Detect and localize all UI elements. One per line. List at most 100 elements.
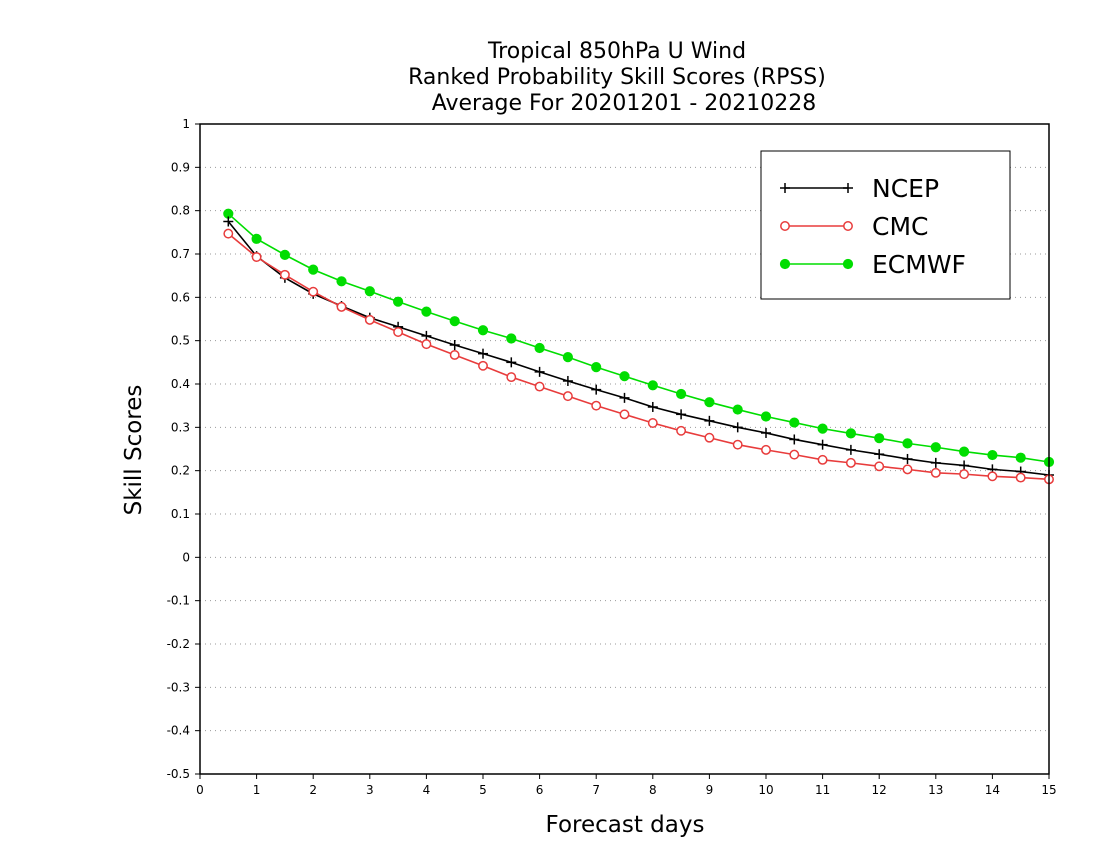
y-tick-label: 0.4 bbox=[171, 377, 190, 391]
data-point-cmc bbox=[647, 418, 658, 428]
y-axis-label: Skill Scores bbox=[121, 385, 147, 516]
y-tick-label: -0.1 bbox=[167, 594, 190, 608]
data-point-ncep bbox=[534, 366, 545, 377]
x-tick-label: 11 bbox=[815, 783, 830, 797]
data-point-ecmwf bbox=[676, 388, 687, 400]
y-tick-label: 0.3 bbox=[171, 420, 190, 434]
y-tick-label: 0.9 bbox=[171, 160, 190, 174]
data-point-cmc bbox=[364, 314, 375, 325]
data-point-cmc bbox=[506, 372, 517, 383]
data-point-ncep bbox=[478, 348, 488, 359]
data-point-ncep bbox=[732, 422, 743, 433]
data-point-ecmwf bbox=[534, 342, 545, 354]
data-point-cmc bbox=[251, 252, 262, 262]
x-tick-label: 5 bbox=[479, 783, 487, 797]
data-point-ecmwf bbox=[902, 438, 913, 449]
x-tick-label: 8 bbox=[649, 783, 657, 797]
data-point-ecmwf bbox=[959, 446, 970, 457]
x-tick-label: 10 bbox=[758, 783, 773, 797]
data-point-ncep bbox=[449, 340, 460, 350]
data-point-cmc bbox=[591, 400, 602, 411]
y-axis-ticks: -0.5 -0.4 -0.3 -0.2 -0.1 0 0.1 0.2 0.3 0.4 0.5 0.6 0… bbox=[167, 117, 200, 781]
data-point-cmc bbox=[223, 228, 234, 239]
data-point-ncep bbox=[761, 427, 771, 438]
data-point-ncep bbox=[591, 384, 602, 395]
data-point-ncep bbox=[817, 439, 828, 450]
legend-item-cmc: CMC bbox=[780, 212, 928, 241]
x-tick-label: 12 bbox=[872, 783, 887, 797]
legend-marker-ncep bbox=[780, 183, 790, 193]
data-point-ecmwf bbox=[364, 286, 375, 297]
data-point-cmc bbox=[732, 439, 743, 450]
data-point-cmc bbox=[845, 457, 856, 468]
legend-item-ncep: NCEP bbox=[780, 174, 939, 203]
y-tick-label: 0 bbox=[182, 550, 190, 564]
series-cmc bbox=[223, 228, 1054, 485]
data-point-ncep bbox=[704, 415, 715, 426]
legend-label-ecmwf: ECMWF bbox=[872, 250, 966, 279]
data-point-cmc bbox=[704, 432, 715, 443]
data-point-cmc bbox=[902, 464, 913, 475]
data-point-ncep bbox=[506, 357, 517, 368]
legend-marker-cmc bbox=[780, 221, 790, 231]
data-point-cmc bbox=[478, 360, 488, 371]
data-point-cmc bbox=[874, 461, 885, 472]
title-line-2: Ranked Probability Skill Scores (RPSS) bbox=[408, 65, 826, 90]
data-point-cmc bbox=[619, 409, 630, 420]
data-point-cmc bbox=[930, 467, 941, 478]
data-point-ecmwf bbox=[449, 316, 460, 327]
data-point-ncep bbox=[789, 434, 800, 445]
legend-marker-ecmwf bbox=[842, 258, 854, 270]
data-point-ecmwf bbox=[421, 306, 432, 317]
legend-label-ncep: NCEP bbox=[872, 174, 939, 203]
data-point-ncep bbox=[874, 449, 885, 460]
y-tick-label: -0.3 bbox=[167, 680, 190, 694]
series-layer bbox=[223, 208, 1055, 485]
data-point-cmc bbox=[987, 471, 998, 482]
data-point-ecmwf bbox=[251, 233, 262, 244]
data-point-ecmwf bbox=[308, 264, 319, 275]
data-point-ncep bbox=[845, 444, 856, 455]
y-tick-label: -0.2 bbox=[167, 637, 190, 651]
data-point-cmc bbox=[789, 449, 800, 460]
data-point-cmc bbox=[761, 444, 771, 455]
data-point-cmc bbox=[421, 339, 432, 350]
y-tick-label: 1 bbox=[182, 117, 190, 131]
data-point-cmc bbox=[279, 269, 290, 280]
y-tick-label: 0.8 bbox=[171, 204, 190, 218]
x-tick-label: 2 bbox=[309, 783, 317, 797]
data-point-ecmwf bbox=[817, 423, 828, 434]
data-point-ncep bbox=[676, 409, 687, 420]
data-point-ecmwf bbox=[1015, 452, 1026, 463]
y-tick-label: 0.6 bbox=[171, 290, 190, 304]
data-point-ncep bbox=[223, 216, 234, 227]
data-point-ecmwf bbox=[336, 276, 347, 287]
y-tick-label: -0.4 bbox=[167, 724, 190, 738]
data-point-cmc bbox=[449, 350, 460, 360]
y-tick-label: 0.2 bbox=[171, 464, 190, 478]
chart-title: Tropical 850hPa U Wind Ranked Probabilit… bbox=[408, 39, 826, 116]
y-tick-label: 0.7 bbox=[171, 247, 190, 261]
data-point-ecmwf bbox=[874, 433, 885, 444]
data-point-cmc bbox=[393, 327, 404, 337]
data-point-ecmwf bbox=[647, 380, 658, 391]
data-point-ecmwf bbox=[789, 417, 800, 428]
y-tick-label: -0.5 bbox=[167, 767, 190, 781]
data-point-ecmwf bbox=[279, 249, 290, 260]
data-point-ecmwf bbox=[845, 428, 857, 439]
title-line-3: Average For 20201201 - 20210228 bbox=[432, 91, 817, 116]
legend-item-ecmwf: ECMWF bbox=[779, 250, 966, 279]
x-tick-label: 7 bbox=[592, 783, 600, 797]
data-point-ecmwf bbox=[591, 362, 602, 373]
y-tick-label: 0.1 bbox=[171, 507, 190, 521]
x-tick-label: 1 bbox=[253, 783, 261, 797]
x-tick-label: 14 bbox=[985, 783, 1000, 797]
x-tick-label: 4 bbox=[423, 783, 431, 797]
data-point-ecmwf bbox=[393, 296, 404, 307]
x-tick-label: 3 bbox=[366, 783, 374, 797]
x-tick-label: 0 bbox=[196, 783, 204, 797]
legend-marker-ecmwf bbox=[779, 258, 791, 270]
title-line-1: Tropical 850hPa U Wind bbox=[487, 39, 746, 64]
data-point-ecmwf bbox=[562, 352, 574, 363]
